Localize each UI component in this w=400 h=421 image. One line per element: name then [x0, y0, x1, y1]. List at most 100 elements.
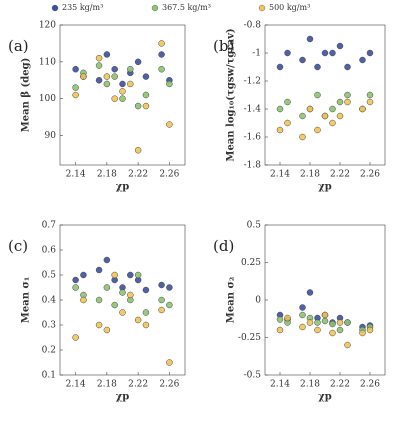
y-tick-label: 0.1 — [42, 371, 56, 381]
point — [276, 105, 284, 113]
point — [166, 284, 173, 291]
point — [284, 119, 291, 127]
point — [366, 98, 374, 106]
point — [314, 326, 321, 334]
point — [314, 63, 321, 71]
point — [119, 289, 126, 296]
y-tick-label: -1.6 — [244, 133, 262, 143]
y-tick-label: 0.3 — [42, 321, 57, 331]
y-tick-label: 0.5 — [42, 271, 57, 281]
point — [284, 49, 291, 57]
point — [344, 319, 351, 326]
x-tick-label: 2.14 — [270, 170, 290, 180]
point — [336, 112, 344, 120]
y-tick-label: -0.25 — [238, 333, 261, 343]
point — [72, 65, 79, 73]
y-tick-label: 0.2 — [42, 346, 56, 356]
point — [321, 112, 329, 120]
y-axis-label: Mean log₁₀(τgsw/τgrav) — [226, 28, 237, 161]
x-tick-label: 2.26 — [360, 380, 380, 390]
point — [134, 58, 142, 66]
point — [336, 42, 344, 50]
point — [299, 112, 306, 120]
point — [127, 291, 134, 299]
point — [80, 73, 87, 80]
point — [95, 321, 103, 329]
x-tick-label: 2.22 — [330, 380, 350, 390]
point — [103, 80, 111, 88]
point — [366, 91, 374, 99]
y-axis-label: Mean σ₂ — [226, 277, 237, 323]
point — [306, 319, 314, 326]
point — [142, 286, 150, 294]
point — [158, 51, 165, 58]
point — [166, 80, 173, 88]
panel-label: (b) — [213, 37, 234, 55]
y-tick-label: -0.8 — [244, 21, 262, 31]
x-tick-label: 2.26 — [159, 170, 179, 180]
point — [119, 80, 126, 88]
point — [158, 40, 165, 47]
point — [306, 289, 314, 296]
point — [344, 91, 351, 99]
point — [142, 73, 150, 80]
point — [276, 316, 284, 323]
legend-marker — [258, 4, 266, 12]
point — [329, 119, 336, 127]
point — [306, 35, 314, 43]
point — [284, 98, 291, 106]
point — [95, 266, 103, 274]
y-tick-label: -1 — [252, 49, 261, 59]
point — [329, 329, 336, 337]
point — [321, 49, 329, 57]
point — [103, 284, 111, 291]
y-tick-label: 0.25 — [241, 258, 261, 268]
point — [134, 271, 142, 279]
point — [314, 91, 321, 99]
point — [336, 98, 344, 106]
y-axis-label: Mean σ₁ — [21, 277, 32, 323]
point — [134, 316, 142, 324]
x-tick-label: 2.22 — [128, 380, 148, 390]
panel-label: (d) — [213, 237, 234, 255]
y-axis-label: Mean β (deg) — [21, 58, 32, 133]
x-tick-label: 2.14 — [66, 380, 86, 390]
x-tick-label: 2.26 — [360, 170, 380, 180]
plot-frame — [59, 24, 186, 166]
point — [127, 80, 134, 88]
point — [359, 329, 366, 337]
point — [72, 84, 79, 91]
x-tick-label: 2.18 — [97, 380, 117, 390]
x-tick-label: 2.18 — [97, 170, 117, 180]
y-tick-label: 100 — [39, 94, 56, 104]
point — [111, 73, 118, 80]
legend-marker — [151, 4, 159, 12]
point — [344, 63, 351, 71]
x-tick-label: 2.22 — [128, 170, 148, 180]
point — [103, 51, 111, 58]
point — [344, 98, 351, 106]
point — [314, 126, 321, 134]
point — [299, 311, 306, 319]
point — [142, 309, 150, 316]
point — [95, 296, 103, 304]
point — [103, 326, 111, 334]
x-axis-label: χp — [318, 182, 332, 193]
point — [72, 334, 79, 341]
y-tick-label: 90 — [45, 131, 57, 141]
point — [299, 323, 306, 331]
point — [111, 301, 118, 309]
y-tick-label: -0.5 — [244, 371, 262, 381]
point — [119, 309, 126, 316]
y-tick-label: -1.8 — [244, 161, 262, 171]
point — [158, 306, 165, 314]
y-tick-label: 110 — [39, 57, 56, 67]
point — [166, 301, 173, 309]
point — [299, 133, 306, 141]
point — [314, 319, 321, 326]
legend-label: 235 kg/m³ — [62, 3, 103, 12]
point — [329, 49, 336, 57]
y-tick-label: 0.6 — [42, 246, 57, 256]
y-tick-label: 0 — [255, 296, 261, 306]
point — [359, 105, 366, 113]
